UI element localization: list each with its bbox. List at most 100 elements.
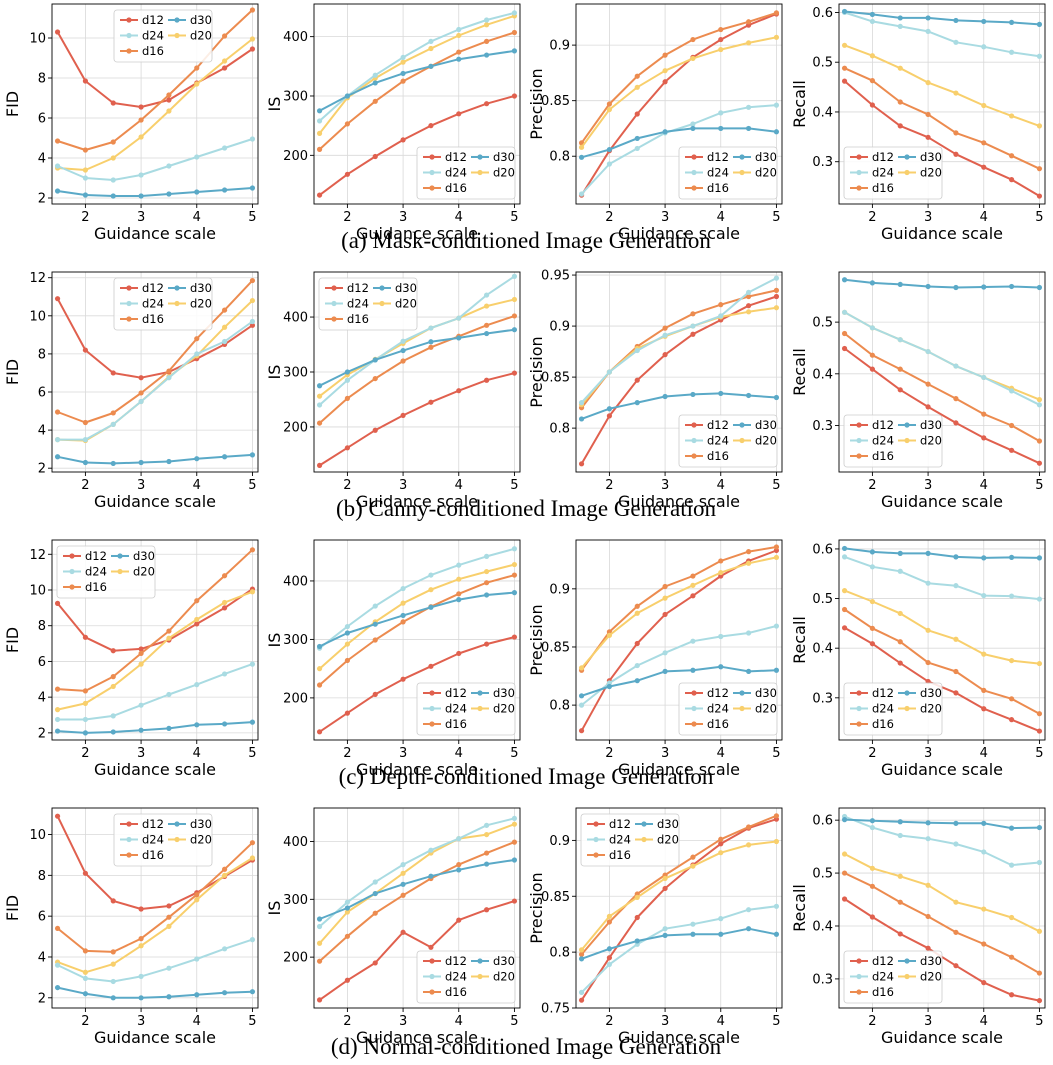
data-point-d16	[249, 7, 256, 13]
data-point-d12	[1036, 193, 1043, 199]
data-point-d20	[773, 554, 780, 561]
data-point-d12	[841, 345, 848, 352]
data-point-d30	[483, 592, 490, 598]
data-point-d24	[344, 377, 351, 383]
data-point-d12	[1008, 447, 1015, 453]
data-point-d12	[773, 293, 780, 300]
data-point-d16	[634, 73, 640, 79]
series-line-d30	[844, 10, 1040, 26]
caption-canny: (b) Canny-conditioned Image Generation	[336, 496, 717, 521]
legend-swatch-marker	[477, 705, 483, 712]
data-point-d30	[718, 125, 724, 132]
series-line-d30	[581, 665, 777, 697]
x-tick-label: 2	[605, 478, 613, 493]
data-point-d20	[897, 610, 903, 617]
series-line-d16	[580, 546, 777, 671]
data-point-d24	[316, 118, 323, 124]
data-point-d24	[249, 136, 256, 142]
series-line-d16	[844, 608, 1040, 715]
data-point-d20	[456, 32, 462, 39]
y-tick-label: 10	[29, 584, 46, 599]
data-point-d16	[662, 583, 668, 590]
data-point-d24	[372, 72, 378, 78]
data-point-d20	[662, 595, 668, 601]
data-point-d24	[54, 716, 61, 723]
legend-swatch-marker	[856, 185, 862, 191]
data-point-d16	[606, 101, 613, 107]
series-line-d30	[57, 986, 253, 999]
series-line-d16	[57, 279, 254, 424]
legend-label: d16	[445, 717, 467, 731]
legend-label: d24	[872, 970, 894, 984]
legend-box	[416, 146, 516, 200]
series-line-d20	[580, 306, 777, 406]
data-point-d24	[511, 546, 518, 552]
x-tick-label: 5	[248, 478, 256, 493]
data-point-d16	[483, 850, 490, 856]
data-point-d16	[690, 573, 696, 579]
data-point-d30	[869, 549, 876, 555]
y-tick-label: 6	[38, 386, 46, 401]
data-point-d12	[166, 903, 172, 909]
data-point-d20	[316, 130, 323, 136]
legend-label: d30	[395, 281, 417, 295]
legend-swatch-marker	[429, 958, 435, 964]
data-point-d24	[221, 946, 228, 952]
data-point-d30	[456, 335, 462, 341]
data-point-d12	[841, 625, 848, 631]
x-axis-label: Guidance scale	[618, 492, 740, 511]
series-line-d24	[844, 815, 1040, 867]
data-point-d16	[400, 78, 406, 84]
data-point-d12	[897, 123, 903, 129]
y-tick-label: 0.4	[812, 105, 833, 120]
data-point-d30	[54, 454, 61, 460]
data-point-d30	[54, 728, 61, 734]
data-point-d30	[690, 125, 696, 132]
legend-label: d12	[609, 817, 631, 831]
data-point-d16	[981, 687, 987, 693]
legend-swatch-marker	[331, 285, 337, 291]
data-point-d24	[54, 437, 61, 443]
data-point-d30	[400, 347, 406, 354]
legend-label: d30	[920, 418, 942, 432]
data-point-d16	[897, 366, 903, 372]
data-point-d12	[372, 153, 378, 160]
data-point-d24	[634, 347, 640, 354]
data-point-d16	[511, 572, 518, 578]
data-point-d24	[194, 154, 200, 160]
x-axis-label: Guidance scale	[618, 1028, 740, 1047]
plot-frame	[838, 539, 1046, 741]
data-point-d12	[578, 461, 585, 467]
legend-label: d12	[347, 281, 369, 295]
y-tick-label: 0.6	[812, 542, 833, 557]
data-point-d30	[138, 193, 144, 199]
series-group	[578, 813, 780, 1003]
data-point-d20	[1036, 928, 1043, 934]
series-line-d20	[844, 853, 1040, 933]
x-axis-label: Guidance scale	[356, 760, 478, 779]
legend-box	[56, 545, 156, 599]
data-point-d12	[578, 997, 585, 1003]
series-group	[841, 813, 1043, 1004]
data-point-d24	[316, 923, 323, 930]
data-point-d24	[166, 965, 172, 971]
y-axis-label: Recall	[790, 348, 809, 396]
plot-frame	[51, 271, 259, 473]
data-point-d20	[400, 600, 406, 606]
x-tick-label: 4	[193, 1014, 201, 1029]
series-line-d24	[318, 11, 515, 122]
data-point-d16	[841, 330, 848, 337]
data-point-d30	[841, 8, 848, 15]
data-point-d16	[1036, 166, 1043, 172]
data-point-d16	[1008, 696, 1015, 702]
data-point-d24	[718, 633, 724, 640]
data-point-d30	[634, 678, 640, 684]
legend-swatch-marker	[641, 821, 647, 827]
legend-label: d12	[707, 418, 729, 432]
data-point-d20	[138, 661, 144, 667]
data-point-d12	[662, 352, 668, 358]
legend-label: d24	[142, 833, 164, 847]
legend-box	[318, 277, 418, 331]
